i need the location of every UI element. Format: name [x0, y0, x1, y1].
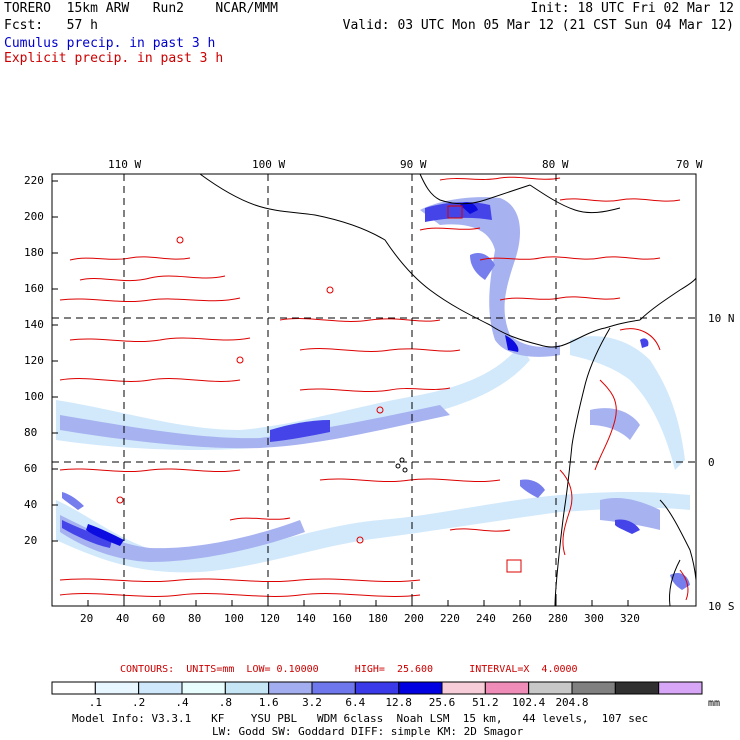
lat-label-0: 0	[708, 456, 715, 469]
x-grid-label: 200	[404, 612, 424, 625]
colorbar-threshold-label: .1	[89, 696, 102, 709]
colorbar-threshold-label: 6.4	[345, 696, 365, 709]
lon-label-80w: 80 W	[542, 158, 569, 171]
colorbar-threshold-label: 3.2	[302, 696, 322, 709]
x-grid-label: 240	[476, 612, 496, 625]
y-grid-label: 40	[24, 498, 38, 511]
lon-label-70w: 70 W	[676, 158, 703, 171]
x-grid-label: 160	[332, 612, 352, 625]
x-grid-label: 300	[584, 612, 604, 625]
y-grid-label: 200	[24, 210, 44, 223]
x-grid-label: 280	[548, 612, 568, 625]
lat-lon-grid	[52, 174, 696, 606]
lon-label-90w: 90 W	[400, 158, 427, 171]
header-left-line2: Fcst: 57 h	[4, 18, 98, 33]
colorbar-threshold-label: 12.8	[385, 696, 412, 709]
y-grid-label: 180	[24, 246, 44, 259]
cumulus-legend: Cumulus precip. in past 3 h	[4, 36, 216, 51]
x-grid-label: 320	[620, 612, 640, 625]
x-grid-label: 20	[80, 612, 94, 625]
lat-label-10n: 10 N	[708, 312, 735, 325]
x-grid-label: 220	[440, 612, 460, 625]
colorbar-swatch	[354, 681, 400, 695]
colorbar-threshold-label: 25.6	[429, 696, 456, 709]
x-grid-label: 40	[116, 612, 130, 625]
y-grid-label: 60	[24, 462, 38, 475]
colorbar-swatch	[571, 681, 616, 695]
colorbar-threshold-label: .2	[132, 696, 145, 709]
colorbar-threshold-label: .4	[175, 696, 189, 709]
x-grid-label: 80	[188, 612, 202, 625]
lat-label-10s: 10 S	[708, 600, 735, 613]
lon-label-100w: 100 W	[252, 158, 286, 171]
model-info-line2: LW: Godd SW: Goddard DIFF: simple KM: 2D…	[212, 725, 524, 738]
explicit-legend: Explicit precip. in past 3 h	[4, 51, 224, 66]
header-right-line2: Valid: 03 UTC Mon 05 Mar 12 (21 CST Sun …	[342, 18, 734, 33]
coastlines	[199, 173, 697, 607]
y-grid-label: 140	[24, 318, 44, 331]
contours-info: CONTOURS: UNITS=mm LOW= 0.10000 HIGH= 25…	[120, 664, 578, 675]
colorbar-threshold-label: 51.2	[472, 696, 499, 709]
colorbar-swatch	[94, 681, 140, 695]
lon-label-110w: 110 W	[108, 158, 142, 171]
x-grid-label: 180	[368, 612, 388, 625]
y-grid-label: 120	[24, 354, 44, 367]
header-left-line1: TORERO 15km ARW Run2 NCAR/MMM	[4, 1, 278, 16]
x-grid-label: 260	[512, 612, 532, 625]
x-grid-label: 60	[152, 612, 166, 625]
explicit-precip-contours	[59, 176, 689, 601]
map-frame	[51, 173, 697, 607]
x-grid-label: 140	[296, 612, 316, 625]
colorbar-swatch	[181, 681, 226, 695]
header-right-line1: Init: 18 UTC Fri 02 Mar 12	[530, 1, 735, 16]
model-info-line1: Model Info: V3.3.1 KF YSU PBL WDM 6class…	[72, 712, 649, 725]
y-grid-label: 20	[24, 534, 38, 547]
y-grid-label: 100	[24, 390, 44, 403]
colorbar-threshold-label: 102.4	[512, 696, 545, 709]
colorbar-threshold-label: 204.8	[555, 696, 588, 709]
colorbar-swatch	[528, 681, 573, 695]
y-grid-label: 80	[24, 426, 38, 439]
colorbar-threshold-label: 1.6	[259, 696, 279, 709]
colorbar-swatch	[484, 681, 530, 695]
colorbar-swatch	[268, 681, 313, 695]
x-grid-label: 100	[224, 612, 244, 625]
colorbar-swatch	[51, 681, 96, 695]
colorbar-swatch	[224, 681, 270, 695]
x-grid-label: 120	[260, 612, 280, 625]
y-grid-label: 220	[24, 174, 44, 187]
colorbar-swatch	[614, 681, 660, 695]
colorbar: .1 .2 .4 .8 1.6 3.2 6.4 12.8 25.6 51.2 102.4 204.8 m…	[51, 681, 720, 709]
colorbar-threshold-label: .8	[219, 696, 232, 709]
colorbar-swatch	[311, 681, 356, 695]
colorbar-unit: mm	[708, 698, 720, 709]
cumulus-precip-fields	[56, 197, 690, 590]
axis-ticks	[52, 180, 629, 606]
colorbar-swatch	[138, 681, 183, 695]
colorbar-swatch	[441, 681, 486, 695]
colorbar-swatch	[658, 681, 703, 695]
y-grid-label: 160	[24, 282, 44, 295]
colorbar-swatch	[398, 681, 443, 695]
